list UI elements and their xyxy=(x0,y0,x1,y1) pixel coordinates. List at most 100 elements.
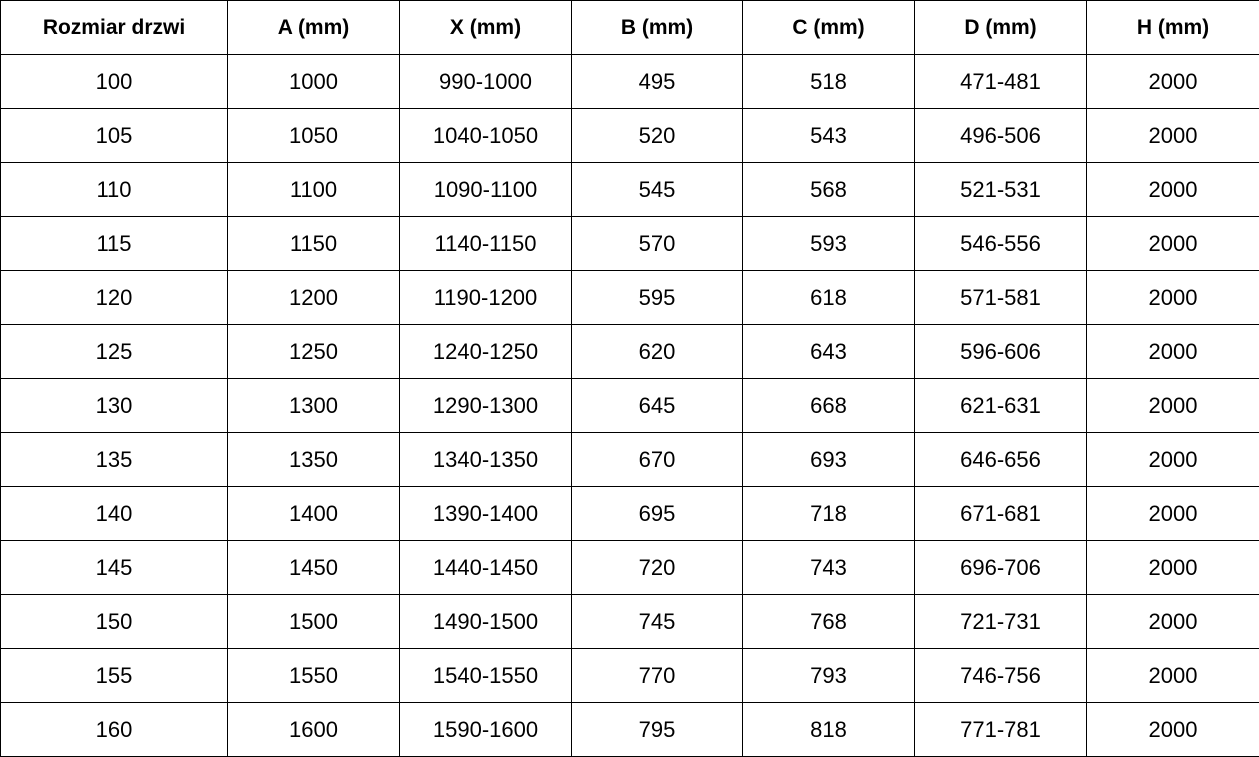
table-cell: 160 xyxy=(0,702,228,757)
table-cell: 570 xyxy=(571,216,743,271)
table-row: 115 1150 1140-1150 570 593 546-556 2000 xyxy=(0,216,1259,271)
header-row: Rozmiar drzwi A (mm) X (mm) B (mm) C (mm) D (… xyxy=(0,0,1259,55)
table-cell: 155 xyxy=(0,648,228,703)
table-cell: 520 xyxy=(571,108,743,163)
table-cell: 1400 xyxy=(227,486,400,541)
table-cell: 1240-1250 xyxy=(399,324,572,379)
table-cell: 471-481 xyxy=(914,54,1087,109)
table-cell: 1040-1050 xyxy=(399,108,572,163)
table-cell: 150 xyxy=(0,594,228,649)
table-cell: 720 xyxy=(571,540,743,595)
table-cell: 1490-1500 xyxy=(399,594,572,649)
table-cell: 568 xyxy=(742,162,915,217)
table-cell: 2000 xyxy=(1086,432,1259,487)
table-cell: 2000 xyxy=(1086,270,1259,325)
table-cell: 571-581 xyxy=(914,270,1087,325)
table-cell: 696-706 xyxy=(914,540,1087,595)
table-cell: 2000 xyxy=(1086,54,1259,109)
table-row: 135 1350 1340-1350 670 693 646-656 2000 xyxy=(0,432,1259,487)
table-cell: 2000 xyxy=(1086,108,1259,163)
table-cell: 135 xyxy=(0,432,228,487)
column-header: X (mm) xyxy=(399,0,572,55)
table-cell: 125 xyxy=(0,324,228,379)
table-cell: 2000 xyxy=(1086,702,1259,757)
table-cell: 1300 xyxy=(227,378,400,433)
table-cell: 1100 xyxy=(227,162,400,217)
table-cell: 496-506 xyxy=(914,108,1087,163)
column-header: A (mm) xyxy=(227,0,400,55)
table-cell: 100 xyxy=(0,54,228,109)
table-row: 155 1550 1540-1550 770 793 746-756 2000 xyxy=(0,648,1259,703)
table-cell: 620 xyxy=(571,324,743,379)
table-cell: 646-656 xyxy=(914,432,1087,487)
table-cell: 1500 xyxy=(227,594,400,649)
table-row: 105 1050 1040-1050 520 543 496-506 2000 xyxy=(0,108,1259,163)
table-cell: 546-556 xyxy=(914,216,1087,271)
table-cell: 695 xyxy=(571,486,743,541)
table-cell: 2000 xyxy=(1086,540,1259,595)
table-cell: 768 xyxy=(742,594,915,649)
table-cell: 593 xyxy=(742,216,915,271)
table-cell: 618 xyxy=(742,270,915,325)
table-cell: 105 xyxy=(0,108,228,163)
table-cell: 1340-1350 xyxy=(399,432,572,487)
table-cell: 1350 xyxy=(227,432,400,487)
column-header: C (mm) xyxy=(742,0,915,55)
table-cell: 1150 xyxy=(227,216,400,271)
table-cell: 2000 xyxy=(1086,486,1259,541)
table-cell: 1140-1150 xyxy=(399,216,572,271)
table-row: 110 1100 1090-1100 545 568 521-531 2000 xyxy=(0,162,1259,217)
table-row: 125 1250 1240-1250 620 643 596-606 2000 xyxy=(0,324,1259,379)
column-header: Rozmiar drzwi xyxy=(0,0,228,55)
table-cell: 110 xyxy=(0,162,228,217)
table-cell: 115 xyxy=(0,216,228,271)
table-row: 120 1200 1190-1200 595 618 571-581 2000 xyxy=(0,270,1259,325)
table-cell: 1390-1400 xyxy=(399,486,572,541)
table-cell: 718 xyxy=(742,486,915,541)
table-cell: 1290-1300 xyxy=(399,378,572,433)
table-cell: 130 xyxy=(0,378,228,433)
table-cell: 795 xyxy=(571,702,743,757)
column-header: D (mm) xyxy=(914,0,1087,55)
table-cell: 1050 xyxy=(227,108,400,163)
table-cell: 1090-1100 xyxy=(399,162,572,217)
table-cell: 2000 xyxy=(1086,162,1259,217)
table-cell: 1190-1200 xyxy=(399,270,572,325)
table-header: Rozmiar drzwi A (mm) X (mm) B (mm) C (mm) D (… xyxy=(0,0,1259,55)
table-cell: 793 xyxy=(742,648,915,703)
table-cell: 2000 xyxy=(1086,324,1259,379)
table-cell: 2000 xyxy=(1086,216,1259,271)
table-cell: 771-781 xyxy=(914,702,1087,757)
table-cell: 596-606 xyxy=(914,324,1087,379)
table-cell: 743 xyxy=(742,540,915,595)
table-cell: 595 xyxy=(571,270,743,325)
table-cell: 818 xyxy=(742,702,915,757)
table-cell: 621-631 xyxy=(914,378,1087,433)
table-row: 160 1600 1590-1600 795 818 771-781 2000 xyxy=(0,702,1259,757)
table-cell: 721-731 xyxy=(914,594,1087,649)
table-row: 100 1000 990-1000 495 518 471-481 2000 xyxy=(0,54,1259,109)
table-cell: 645 xyxy=(571,378,743,433)
table-cell: 671-681 xyxy=(914,486,1087,541)
table-row: 130 1300 1290-1300 645 668 621-631 2000 xyxy=(0,378,1259,433)
table-cell: 2000 xyxy=(1086,594,1259,649)
table-cell: 1000 xyxy=(227,54,400,109)
table-cell: 1200 xyxy=(227,270,400,325)
table-cell: 670 xyxy=(571,432,743,487)
table-cell: 746-756 xyxy=(914,648,1087,703)
table-cell: 668 xyxy=(742,378,915,433)
table-cell: 2000 xyxy=(1086,378,1259,433)
table-cell: 693 xyxy=(742,432,915,487)
table-cell: 120 xyxy=(0,270,228,325)
table-cell: 770 xyxy=(571,648,743,703)
table-body: 100 1000 990-1000 495 518 471-481 2000 105 1050 1… xyxy=(0,54,1259,757)
table-cell: 1440-1450 xyxy=(399,540,572,595)
table-row: 150 1500 1490-1500 745 768 721-731 2000 xyxy=(0,594,1259,649)
table-cell: 1600 xyxy=(227,702,400,757)
table-cell: 643 xyxy=(742,324,915,379)
table-cell: 545 xyxy=(571,162,743,217)
column-header: B (mm) xyxy=(571,0,743,55)
table-cell: 543 xyxy=(742,108,915,163)
table-row: 140 1400 1390-1400 695 718 671-681 2000 xyxy=(0,486,1259,541)
